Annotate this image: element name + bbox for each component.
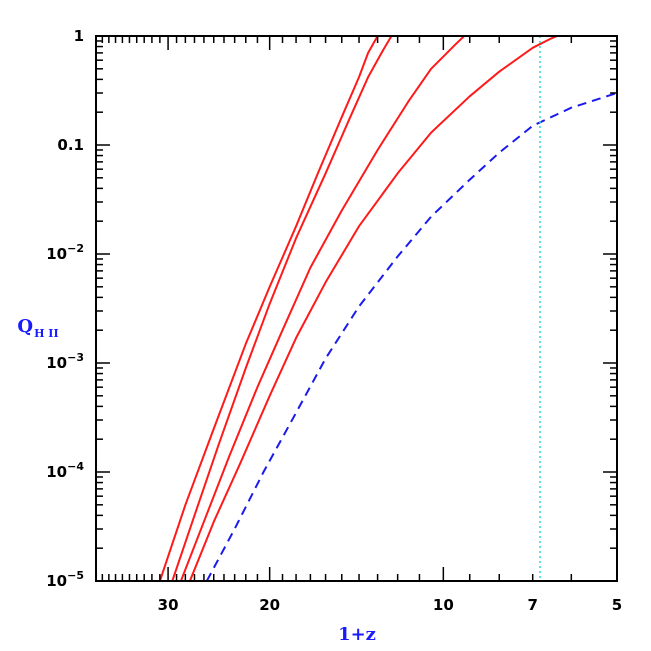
y-tick-labels: 1 0.1 10−2 10−3 10−4 10−5 bbox=[46, 27, 84, 590]
solid-curve-3 bbox=[179, 36, 617, 581]
y-axis-title: QH II bbox=[17, 316, 58, 340]
dashed-curve-5 bbox=[205, 92, 617, 581]
x-tick-label: 7 bbox=[527, 596, 537, 614]
x-axis-title: 1+z bbox=[338, 624, 376, 645]
y-axis-title-subscript: H II bbox=[34, 327, 59, 340]
y-tick-label: 10−4 bbox=[46, 460, 84, 481]
x-tick-labels: 30 20 10 7 5 bbox=[158, 596, 623, 614]
y-tick-label: 0.1 bbox=[57, 136, 84, 154]
x-tick-label: 30 bbox=[158, 596, 179, 614]
y-tick-label: 10−5 bbox=[46, 569, 84, 590]
x-tick-label: 5 bbox=[612, 596, 622, 614]
solid-curve-2 bbox=[171, 36, 617, 581]
y-axis-title-main: Q bbox=[17, 316, 33, 337]
solid-curve-1 bbox=[158, 36, 617, 581]
plot-frame bbox=[95, 35, 618, 582]
solid-curve-4 bbox=[188, 36, 617, 581]
plot-curves bbox=[158, 36, 617, 581]
y-tick-label: 10−2 bbox=[46, 242, 84, 263]
y-tick-label: 1 bbox=[74, 27, 84, 45]
x-tick-label: 20 bbox=[259, 596, 280, 614]
y-tick-label: 10−3 bbox=[46, 351, 84, 372]
axis-ticks bbox=[95, 35, 618, 582]
x-tick-label: 10 bbox=[433, 596, 454, 614]
